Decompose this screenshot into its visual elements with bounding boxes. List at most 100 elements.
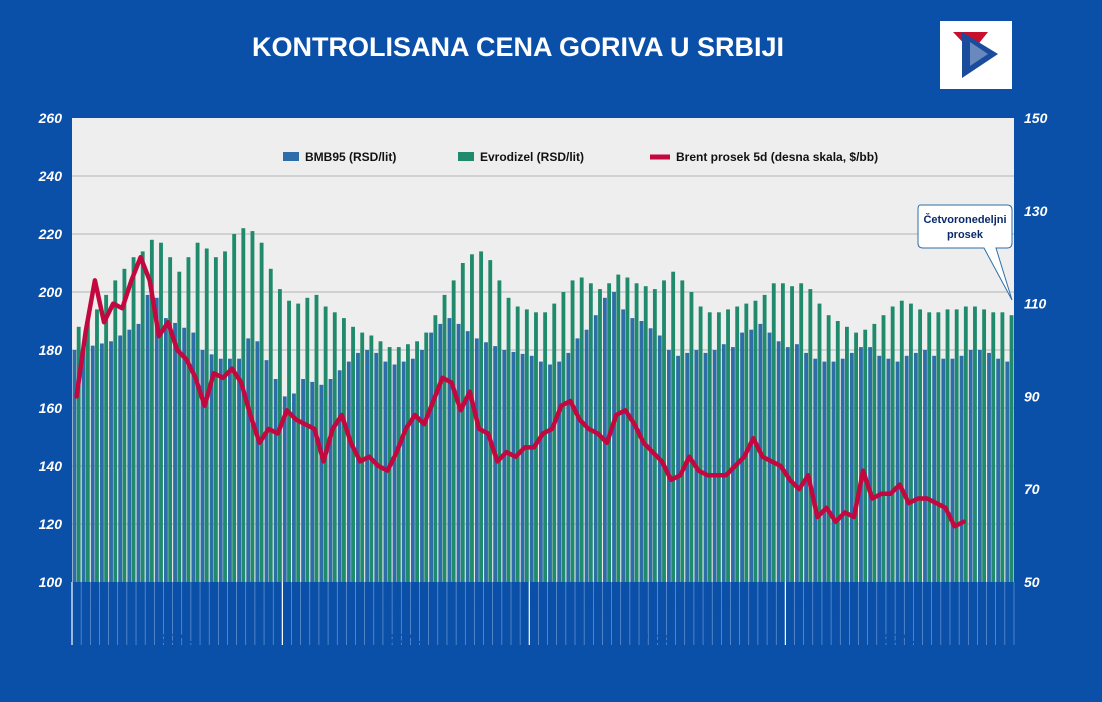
bar-bmb95: [639, 321, 644, 582]
legend-swatch-evrodizel: [458, 152, 474, 161]
bar-bmb95: [977, 350, 982, 582]
bar-bmb95: [319, 384, 324, 582]
bar-evrodizel: [360, 332, 365, 582]
bar-evrodizel: [918, 309, 923, 582]
bar-bmb95: [676, 355, 680, 582]
x-tick-year: 2022.: [160, 631, 194, 646]
bar-evrodizel: [277, 289, 282, 582]
bar-evrodizel: [762, 294, 767, 582]
bar-bmb95: [118, 335, 123, 582]
lines-layer: [74, 254, 966, 529]
x-tick-year: 2025.: [882, 631, 916, 646]
bar-bmb95: [356, 352, 360, 582]
bar-bmb95: [557, 361, 562, 582]
bar-evrodizel: [963, 306, 968, 582]
bar-evrodizel: [680, 280, 685, 582]
company-logo-icon: [940, 21, 1012, 89]
bar-bmb95: [520, 353, 525, 582]
bar-bmb95: [81, 347, 86, 582]
bar-bmb95: [127, 329, 132, 582]
bar-bmb95: [493, 346, 498, 582]
bar-bmb95: [703, 352, 708, 582]
bar-bmb95: [273, 379, 278, 582]
bar-bmb95: [648, 328, 653, 582]
bar-evrodizel: [268, 268, 273, 582]
bar-evrodizel: [1000, 312, 1005, 582]
y-tick-left: 100: [39, 574, 63, 590]
x-tick-month: jan: [707, 592, 732, 614]
bar-bmb95: [90, 345, 95, 582]
x-tick-month: jul: [826, 593, 848, 613]
bar-bmb95: [987, 352, 991, 582]
bar-bmb95: [712, 350, 717, 582]
y-tick-left: 260: [38, 110, 63, 126]
bar-evrodizel: [515, 306, 520, 582]
bar-bmb95: [529, 355, 534, 582]
bar-bmb95: [950, 358, 955, 582]
bar-evrodizel: [552, 303, 557, 582]
bar-evrodizel: [232, 234, 237, 582]
bar-evrodizel: [470, 254, 474, 583]
y-tick-right: 150: [1024, 110, 1048, 126]
bar-bmb95: [484, 342, 488, 582]
bar-evrodizel: [241, 228, 246, 582]
bar-evrodizel: [341, 318, 346, 582]
bar-evrodizel: [442, 294, 447, 582]
bar-evrodizel: [305, 297, 310, 582]
bar-bmb95: [264, 360, 269, 582]
bar-evrodizel: [643, 286, 648, 582]
bar-bmb95: [502, 350, 507, 582]
callout-four-week-average: Četvoronedeljni prosek: [917, 204, 1013, 301]
bar-evrodizel: [909, 303, 913, 582]
bar-evrodizel: [296, 303, 301, 582]
bar-evrodizel: [808, 289, 813, 582]
bar-evrodizel: [76, 326, 81, 582]
bar-bmb95: [968, 350, 973, 582]
bar-evrodizel: [771, 283, 776, 582]
bar-evrodizel: [122, 268, 127, 582]
y-axis-right: 50 70 90 110 130 150: [1024, 110, 1048, 590]
bar-bmb95: [337, 370, 342, 582]
x-tick-month: avg: [618, 590, 644, 612]
x-tick-year: 2023.: [389, 631, 423, 646]
y-tick-left: 180: [39, 342, 63, 358]
y-tick-left: 220: [38, 226, 63, 242]
bar-bmb95: [666, 350, 671, 582]
bar-bmb95: [776, 341, 781, 582]
bar-bmb95: [575, 338, 580, 582]
bar-bmb95: [584, 329, 589, 582]
y-tick-right: 110: [1024, 296, 1047, 312]
bar-evrodizel: [835, 321, 840, 582]
bar-bmb95: [246, 338, 251, 582]
bar-bmb95: [831, 361, 836, 582]
bar-evrodizel: [177, 271, 182, 582]
bar-bmb95: [731, 347, 735, 582]
bar-evrodizel: [854, 332, 858, 582]
bar-evrodizel: [790, 286, 794, 582]
bar-evrodizel: [671, 271, 676, 582]
bar-evrodizel: [973, 306, 977, 582]
bar-evrodizel: [863, 329, 868, 582]
bar-bmb95: [228, 358, 232, 582]
bar-evrodizel: [744, 303, 749, 582]
x-tick-month: jul: [369, 593, 391, 613]
bar-evrodizel: [616, 274, 621, 582]
bar-bmb95: [255, 341, 260, 582]
bar-bmb95: [785, 347, 790, 582]
bar-bmb95: [877, 355, 882, 582]
bar-evrodizel: [927, 312, 932, 582]
bar-evrodizel: [479, 251, 484, 582]
x-tick-year: 2024.: [640, 631, 674, 646]
bar-evrodizel: [113, 280, 118, 582]
bar-bmb95: [145, 294, 150, 582]
bar-evrodizel: [186, 257, 191, 582]
bar-evrodizel: [588, 283, 593, 582]
legend: BMB95 (RSD/lit) Evrodizel (RSD/lit) Bren…: [283, 150, 878, 164]
bar-bmb95: [200, 350, 205, 582]
bar-evrodizel: [332, 312, 337, 582]
bar-bmb95: [868, 347, 873, 582]
bar-bmb95: [1005, 361, 1010, 582]
bar-bmb95: [511, 351, 516, 582]
bar-bmb95: [804, 352, 809, 582]
